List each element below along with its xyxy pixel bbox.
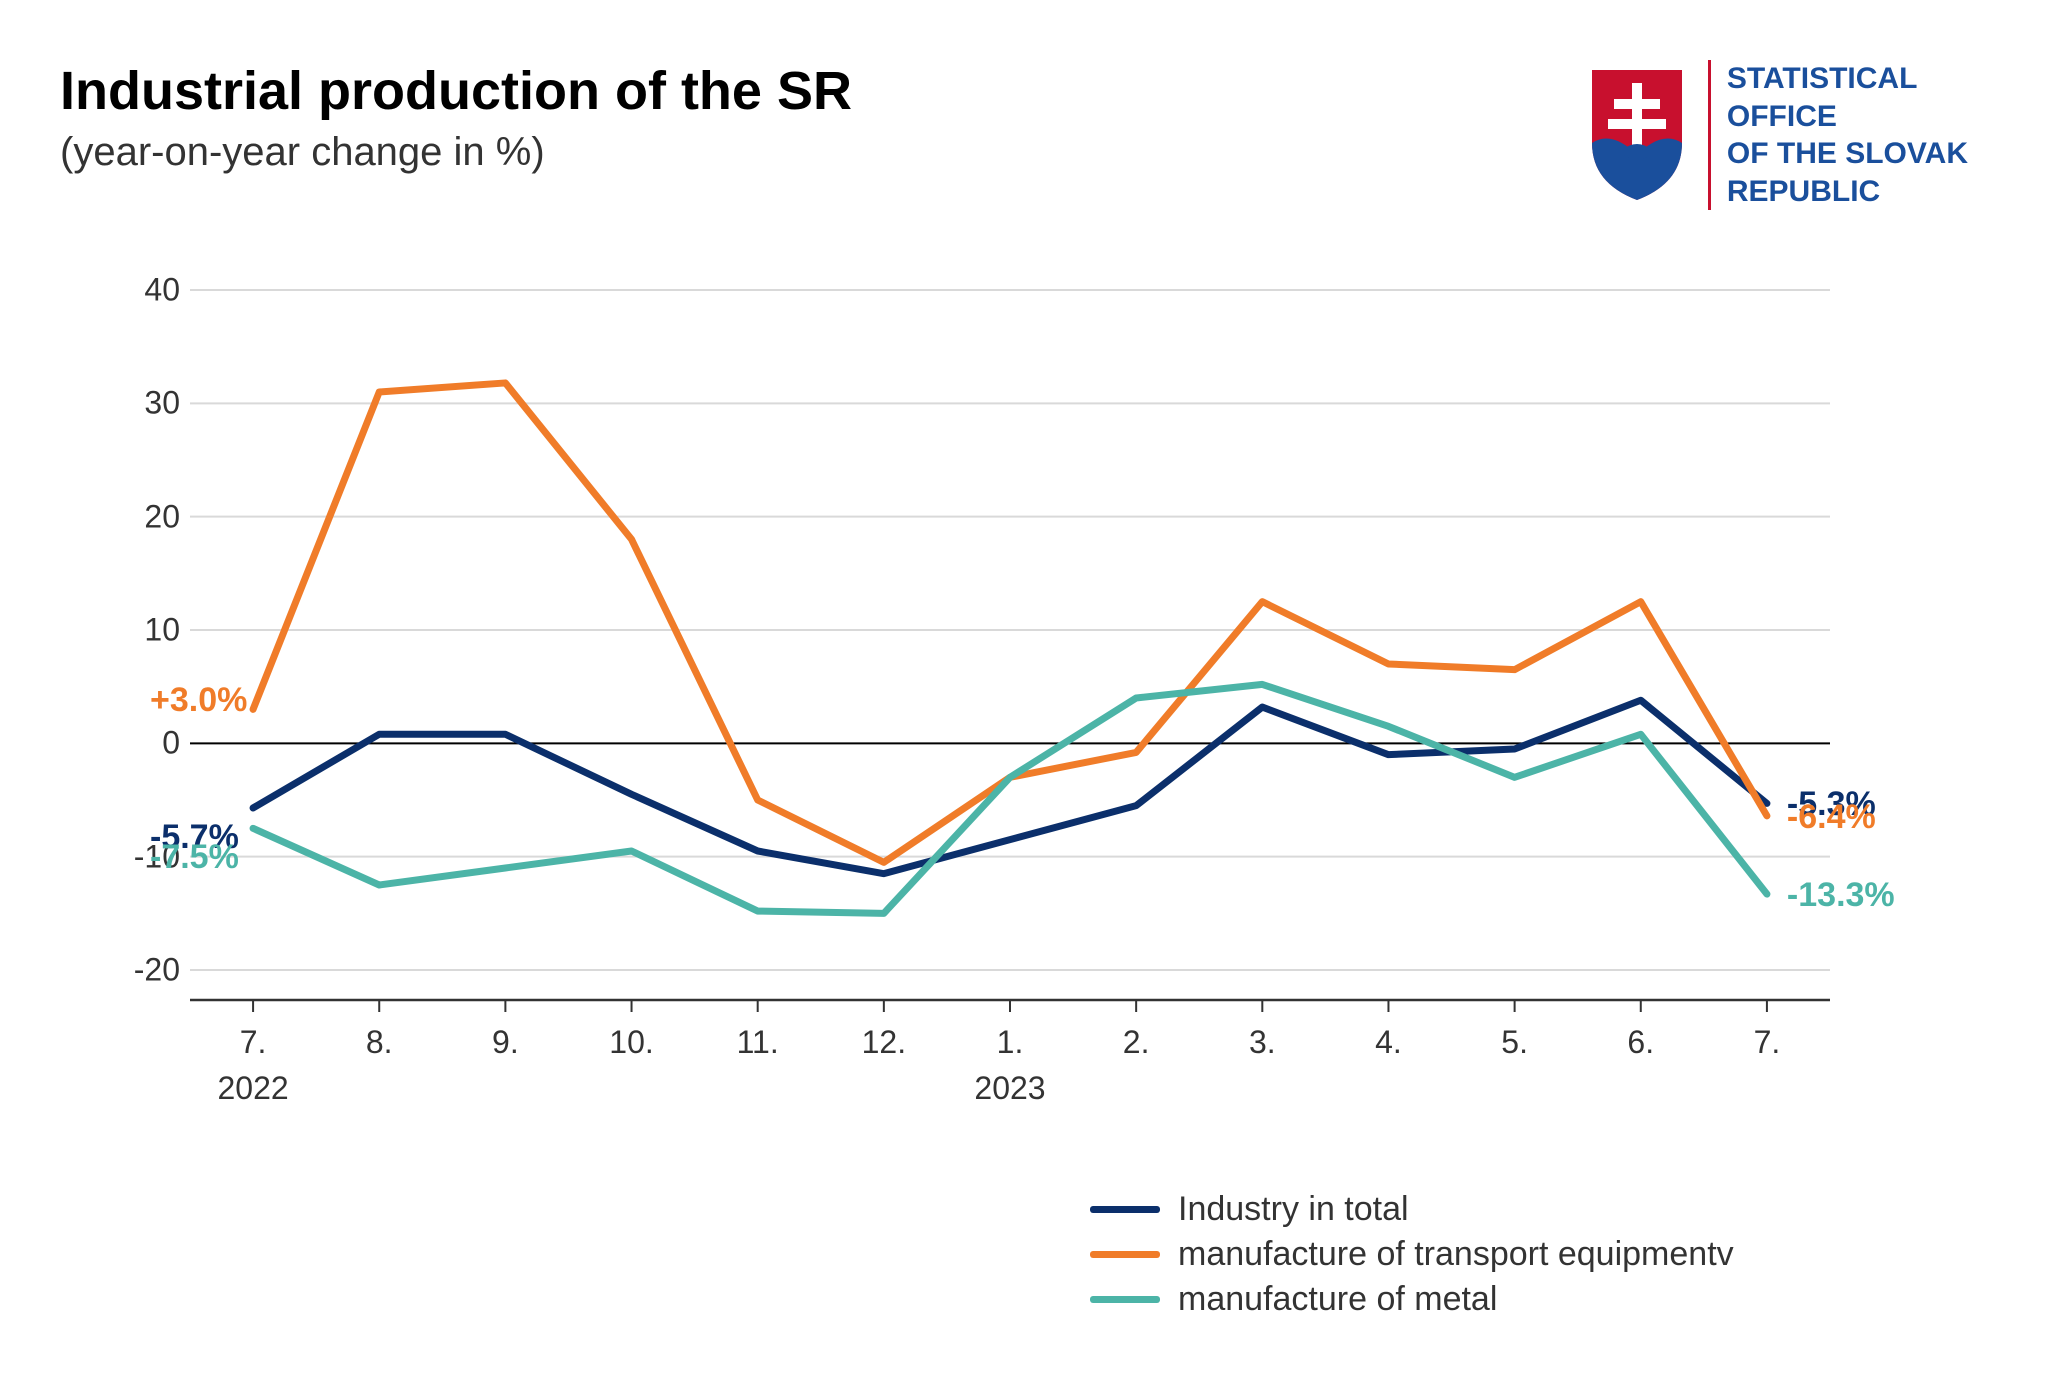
y-tick-label: 30 (120, 385, 180, 422)
title-block: Industrial production of the SR (year-on… (60, 60, 852, 175)
org-name: STATISTICAL OFFICE OF THE SLOVAK REPUBLI… (1708, 60, 1968, 210)
legend-label: Industry in total (1178, 1190, 1409, 1229)
legend-swatch (1090, 1296, 1160, 1303)
org-name-line4: REPUBLIC (1727, 173, 1968, 211)
x-tick-label: 7. (213, 1024, 293, 1061)
x-tick-label: 8. (339, 1024, 419, 1061)
end-label-transport: -6.4% (1787, 798, 1876, 837)
org-logo: STATISTICAL OFFICE OF THE SLOVAK REPUBLI… (1582, 60, 1968, 210)
chart-subtitle: (year-on-year change in %) (60, 130, 852, 175)
shield-icon (1582, 65, 1692, 205)
org-name-line1: STATISTICAL (1727, 60, 1968, 98)
legend-swatch (1090, 1206, 1160, 1213)
legend-item-metal: manufacture of metal (1090, 1280, 1998, 1319)
x-tick-label: 7. (1727, 1024, 1807, 1061)
chart-container: Industrial production of the SR (year-on… (0, 0, 2048, 1391)
series-line-metal (253, 684, 1767, 913)
series-line-total (253, 700, 1767, 873)
legend-item-transport: manufacture of transport equipmentv (1090, 1235, 1998, 1274)
x-tick-label: 10. (592, 1024, 672, 1061)
x-year-label: 2022 (193, 1070, 313, 1107)
end-label-metal: -13.3% (1787, 876, 1895, 915)
series-line-transport (253, 383, 1767, 862)
y-tick-label: -20 (120, 952, 180, 989)
org-name-line2: OFFICE (1727, 98, 1968, 136)
legend-swatch (1090, 1251, 1160, 1258)
legend-label: manufacture of transport equipmentv (1178, 1235, 1734, 1274)
chart-svg (60, 270, 1960, 1150)
legend-item-total: Industry in total (1090, 1190, 1998, 1229)
x-tick-label: 5. (1475, 1024, 1555, 1061)
plot-area: -20-100102030407.8.9.10.11.12.1.2.3.4.5.… (60, 270, 1960, 1150)
x-tick-label: 9. (465, 1024, 545, 1061)
chart-area: -20-100102030407.8.9.10.11.12.1.2.3.4.5.… (60, 270, 1998, 1150)
y-tick-label: 10 (120, 612, 180, 649)
org-name-line3: OF THE SLOVAK (1727, 135, 1968, 173)
x-year-label: 2023 (950, 1070, 1070, 1107)
y-tick-label: 0 (120, 725, 180, 762)
y-tick-label: 20 (120, 498, 180, 535)
chart-title: Industrial production of the SR (60, 60, 852, 122)
y-tick-label: 40 (120, 272, 180, 309)
start-label-metal: -7.5% (150, 838, 239, 877)
header: Industrial production of the SR (year-on… (60, 60, 1998, 210)
legend-label: manufacture of metal (1178, 1280, 1497, 1319)
legend: Industry in total manufacture of transpor… (1090, 1190, 1998, 1319)
start-label-transport: +3.0% (150, 681, 247, 720)
x-tick-label: 11. (718, 1024, 798, 1061)
x-tick-label: 3. (1222, 1024, 1302, 1061)
x-tick-label: 4. (1348, 1024, 1428, 1061)
x-tick-label: 6. (1601, 1024, 1681, 1061)
x-tick-label: 12. (844, 1024, 924, 1061)
x-tick-label: 2. (1096, 1024, 1176, 1061)
x-tick-label: 1. (970, 1024, 1050, 1061)
